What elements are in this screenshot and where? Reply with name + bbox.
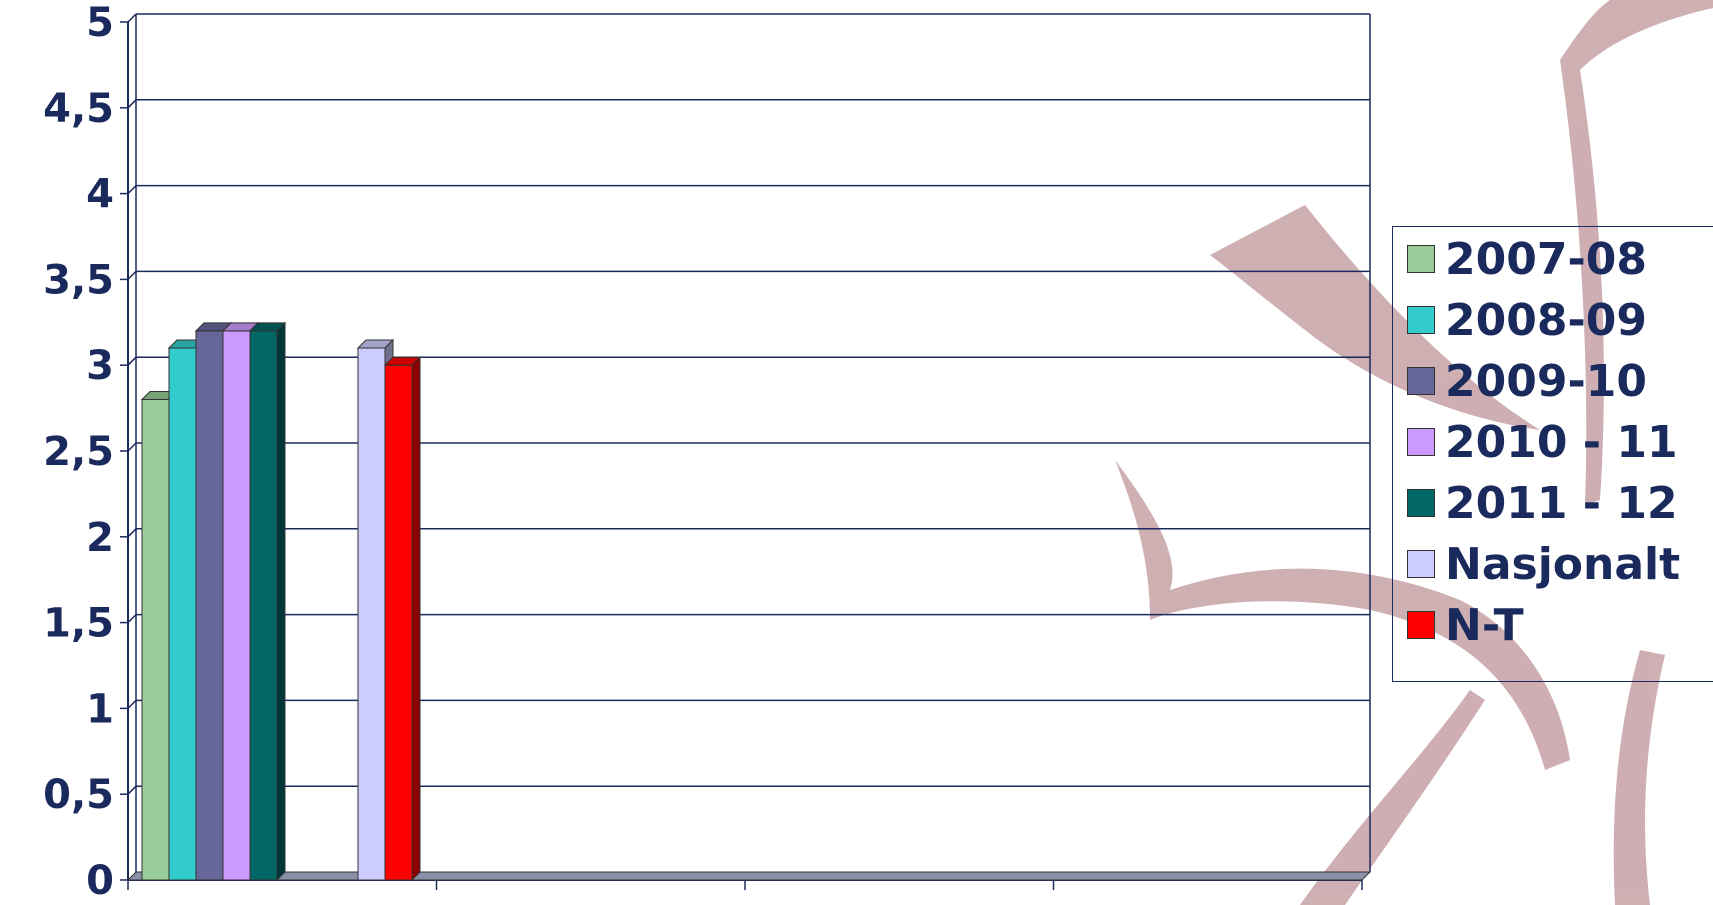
bar-front: [357, 347, 386, 881]
legend-swatch: [1407, 428, 1435, 456]
y-tick-label: 0: [86, 858, 114, 904]
legend-swatch: [1407, 611, 1435, 639]
gridline-side: [127, 270, 137, 280]
y-tick-label: 1,5: [43, 601, 114, 647]
bar-side: [276, 321, 286, 882]
bar-front: [195, 330, 224, 881]
watermark-swirl-bottom: [1613, 650, 1665, 905]
gridline-side: [127, 99, 137, 109]
bars: [140, 321, 422, 882]
legend-entry: N-T: [1407, 600, 1524, 651]
legend-swatch: [1407, 245, 1435, 273]
legend-label: 2011 - 12: [1445, 477, 1678, 529]
y-tick-label: 4: [86, 172, 114, 218]
y-tick-label: 0,5: [43, 772, 114, 818]
y-tick-labels: 0 0,5 1 1,5 2 2,5 3 3,5 4 4,5 5: [43, 0, 114, 904]
bar: [248, 321, 287, 882]
legend: 2007-08 2008-09 2009-10 2010 - 11 2011 - 12 N…: [1392, 226, 1713, 682]
watermark-swirl-mid: [1210, 205, 1540, 430]
bar-front: [141, 399, 170, 881]
legend-label: N-T: [1445, 599, 1524, 651]
bar: [383, 355, 422, 882]
legend-swatch: [1407, 489, 1435, 517]
watermark-swirl-cross: [1300, 690, 1485, 905]
axes: [120, 14, 1371, 890]
y-tick-label: 1: [86, 686, 114, 732]
bar-front: [249, 330, 278, 881]
gridline-side: [127, 528, 137, 538]
gridlines: [127, 13, 1370, 795]
legend-entry: Nasjonalt: [1407, 539, 1680, 590]
gridline-side: [127, 785, 137, 795]
chart-floor: [126, 871, 1372, 881]
legend-entry: 2008-09: [1407, 295, 1647, 346]
legend-entry: 2011 - 12: [1407, 478, 1678, 529]
legend-swatch: [1407, 550, 1435, 578]
legend-swatch: [1407, 367, 1435, 395]
y-tick-label: 3: [86, 343, 114, 389]
y-tick-label: 2,5: [43, 429, 114, 475]
legend-label: 2008-09: [1445, 294, 1647, 346]
bar-front: [222, 330, 251, 881]
legend-entry: 2007-08: [1407, 234, 1647, 285]
gridline-side: [127, 356, 137, 366]
gridline-side: [127, 13, 137, 23]
y-tick-label: 3,5: [43, 257, 114, 303]
legend-label: Nasjonalt: [1445, 538, 1681, 590]
legend-label: 2009-10: [1445, 355, 1647, 407]
legend-label: 2007-08: [1445, 233, 1647, 285]
legend-swatch: [1407, 306, 1435, 334]
y-tick-label: 2: [86, 515, 114, 561]
floor: [126, 871, 1372, 881]
watermark-swirl-top: [1560, 0, 1713, 505]
gridline-side: [127, 699, 137, 709]
gridline-side: [127, 614, 137, 624]
legend-entry: 2009-10: [1407, 356, 1647, 407]
watermark-swirl-low: [1115, 460, 1570, 770]
y-tick-label: 5: [86, 0, 114, 46]
bar-front: [168, 347, 197, 881]
bar-side: [411, 355, 421, 882]
bar-front: [384, 364, 413, 881]
gridline-side: [127, 442, 137, 452]
legend-label: 2010 - 11: [1445, 416, 1678, 468]
gridline-side: [127, 185, 137, 195]
legend-entry: 2010 - 11: [1407, 417, 1678, 468]
y-tick-label: 4,5: [43, 86, 114, 132]
